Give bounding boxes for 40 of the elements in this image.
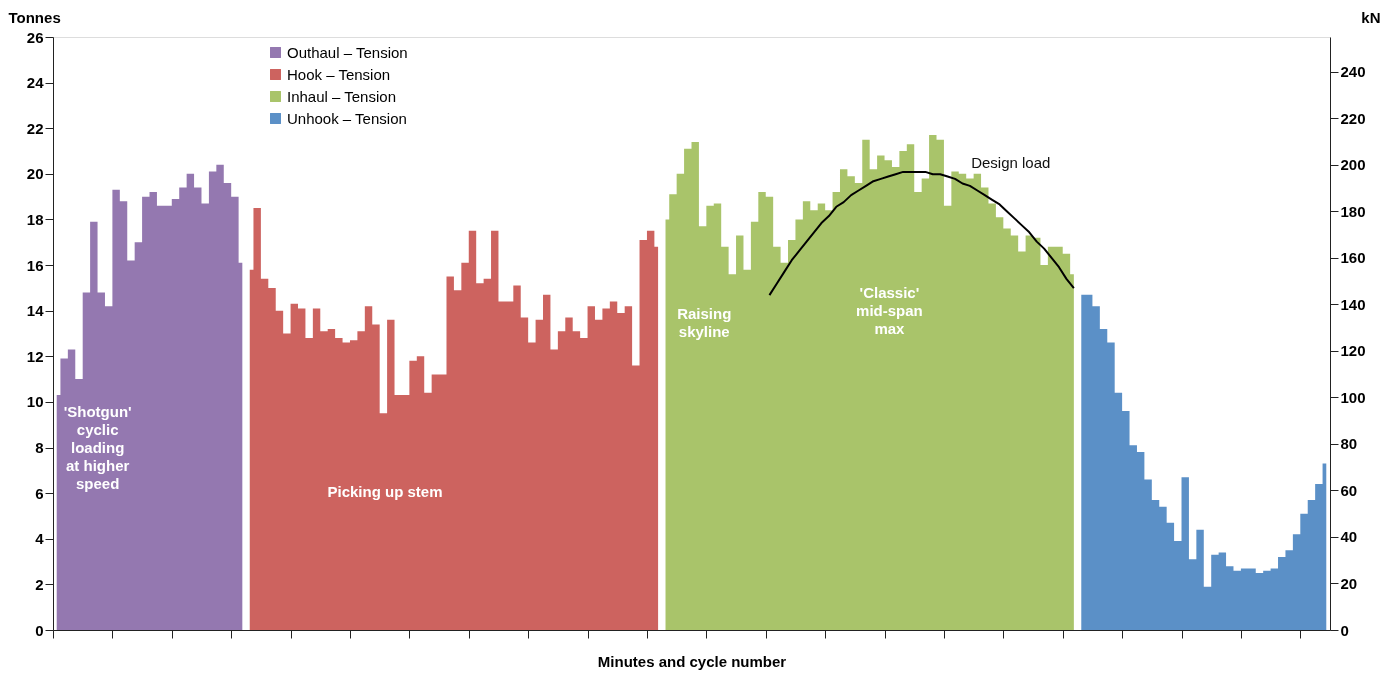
y2-tick-label: 220 — [1340, 109, 1366, 127]
y2-tick-label: 180 — [1340, 202, 1366, 220]
y2-tick-label: 120 — [1340, 342, 1366, 360]
y-tick-label: 0 — [35, 621, 44, 639]
y-tick-label: 20 — [26, 165, 44, 183]
y-tick-label: 16 — [26, 256, 44, 274]
legend-label: Inhaul – Tension — [287, 87, 396, 105]
y-tick-label: 26 — [26, 28, 44, 46]
y-tick-label: 8 — [35, 439, 44, 457]
annotation: 'Classic' mid-span max — [856, 284, 923, 338]
y2-tick-label: 40 — [1340, 528, 1358, 546]
y2-tick-label: 20 — [1340, 574, 1358, 592]
x-axis-title: Minutes and cycle number — [597, 652, 787, 670]
y-tick-label: 6 — [35, 484, 44, 502]
y2-tick-label: 100 — [1340, 388, 1366, 406]
y-tick-label: 12 — [26, 347, 44, 365]
annotation: Picking up stem — [327, 482, 443, 500]
y2-tick-label: 140 — [1340, 295, 1366, 313]
y-tick-label: 2 — [35, 575, 44, 593]
legend-label: Outhaul – Tension — [287, 43, 408, 61]
line-series — [768, 170, 1075, 297]
y-tick-label: 18 — [26, 210, 44, 228]
y-tick-label: 24 — [26, 74, 45, 92]
annotation: 'Shotgun' cyclic loading at higher speed — [63, 402, 132, 492]
y2-axis-title: kN — [1361, 8, 1381, 26]
y2-tick-label: 240 — [1340, 63, 1366, 81]
y2-tick-label: 200 — [1340, 156, 1366, 174]
y2-tick-label: 80 — [1340, 435, 1358, 453]
y-axis-title: Tonnes — [8, 8, 61, 26]
y2-tick-label: 160 — [1340, 249, 1366, 267]
y2-tick-label: 0 — [1340, 621, 1349, 639]
legend-label: Unhook – Tension — [287, 109, 407, 127]
y-tick-label: 4 — [35, 530, 45, 548]
y-tick-label: 10 — [26, 393, 44, 411]
y2-tick-label: 60 — [1340, 481, 1358, 499]
annotation: Design load — [971, 153, 1051, 171]
y-tick-label: 14 — [26, 302, 45, 320]
annotation: Raising skyline — [677, 304, 732, 340]
y-tick-label: 22 — [26, 119, 44, 137]
legend-label: Hook – Tension — [287, 65, 391, 83]
